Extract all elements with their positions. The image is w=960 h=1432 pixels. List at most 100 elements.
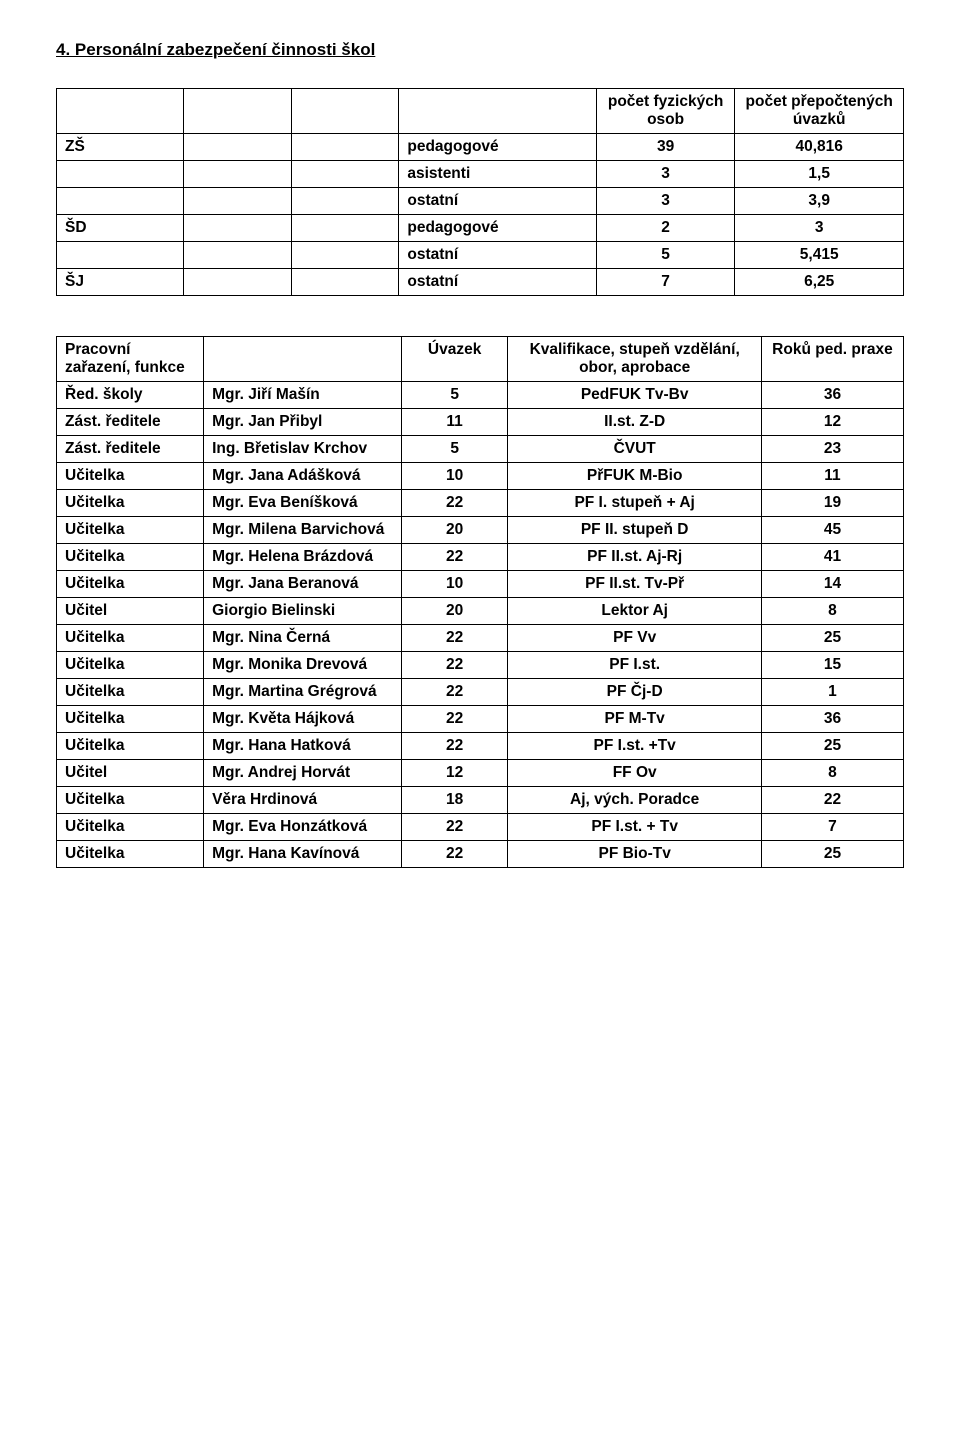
table-cell: pedagogové: [399, 134, 596, 161]
table-cell: Mgr. Andrej Horvát: [204, 760, 402, 787]
table-cell: Učitelka: [57, 787, 204, 814]
table-cell: [57, 188, 184, 215]
table-cell: Učitelka: [57, 679, 204, 706]
table-cell: [57, 161, 184, 188]
table-row: ŠDpedagogové23: [57, 215, 904, 242]
table-cell: Řed. školy: [57, 382, 204, 409]
table-cell: 1,5: [735, 161, 904, 188]
table-row: Zást. řediteleIng. Břetislav Krchov5ČVUT…: [57, 436, 904, 463]
table-cell: 12: [401, 760, 508, 787]
table-cell: Aj, vých. Poradce: [508, 787, 762, 814]
table-cell: 12: [761, 409, 903, 436]
header-workload: Úvazek: [401, 337, 508, 382]
table-cell: Zást. ředitele: [57, 409, 204, 436]
table-cell: ZŠ: [57, 134, 184, 161]
table-cell: 25: [761, 841, 903, 868]
table-row: Řed. školyMgr. Jiří Mašín5PedFUK Tv-Bv36: [57, 382, 904, 409]
table-cell: Učitelka: [57, 841, 204, 868]
table-cell: 5: [401, 436, 508, 463]
table-cell: 22: [401, 706, 508, 733]
table-cell: PF Vv: [508, 625, 762, 652]
table-cell: 1: [761, 679, 903, 706]
table-cell: [291, 269, 398, 296]
table-row: ostatní55,415: [57, 242, 904, 269]
table-cell: Učitel: [57, 598, 204, 625]
table-cell: Učitelka: [57, 814, 204, 841]
table-row: ŠJostatní76,25: [57, 269, 904, 296]
table-cell: 22: [401, 841, 508, 868]
table-cell: Ing. Břetislav Krchov: [204, 436, 402, 463]
table-cell: Lektor Aj: [508, 598, 762, 625]
table-cell: 5: [401, 382, 508, 409]
table-cell: 5: [596, 242, 735, 269]
table-cell: Mgr. Květa Hájková: [204, 706, 402, 733]
table-row: UčitelkaMgr. Helena Brázdová22PF II.st. …: [57, 544, 904, 571]
table-cell: Učitelka: [57, 517, 204, 544]
table-cell: Zást. ředitele: [57, 436, 204, 463]
table-cell: 23: [761, 436, 903, 463]
table-cell: Mgr. Eva Honzátková: [204, 814, 402, 841]
table-cell: ŠD: [57, 215, 184, 242]
table-cell: 7: [761, 814, 903, 841]
table-row: UčitelkaVěra Hrdinová18Aj, vých. Poradce…: [57, 787, 904, 814]
table-cell: PF II.st. Tv-Př: [508, 571, 762, 598]
table-cell: Učitelka: [57, 733, 204, 760]
table-cell: Mgr. Jana Adášková: [204, 463, 402, 490]
table-cell: Mgr. Hana Kavínová: [204, 841, 402, 868]
table-row: UčitelkaMgr. Milena Barvichová20PF II. s…: [57, 517, 904, 544]
table-cell: 8: [761, 598, 903, 625]
table-cell: 14: [761, 571, 903, 598]
table-row: UčitelMgr. Andrej Horvát12FF Ov8: [57, 760, 904, 787]
header-physical-count: počet fyzických osob: [596, 89, 735, 134]
staff-counts-table: počet fyzických osob počet přepočtených …: [56, 88, 904, 296]
table-cell: 3: [735, 215, 904, 242]
table-cell: Mgr. Eva Beníšková: [204, 490, 402, 517]
table-cell: 25: [761, 625, 903, 652]
table-row: UčitelkaMgr. Eva Beníšková22PF I. stupeň…: [57, 490, 904, 517]
table-cell: FF Ov: [508, 760, 762, 787]
table-cell: 40,816: [735, 134, 904, 161]
table-cell: 22: [401, 625, 508, 652]
section-heading: 4. Personální zabezpečení činnosti škol: [56, 40, 904, 60]
table-row: UčitelkaMgr. Eva Honzátková22PF I.st. + …: [57, 814, 904, 841]
table-cell: 10: [401, 571, 508, 598]
table-cell: 19: [761, 490, 903, 517]
table-cell: 5,415: [735, 242, 904, 269]
table-cell: Mgr. Martina Grégrová: [204, 679, 402, 706]
table-row: asistenti31,5: [57, 161, 904, 188]
table-cell: 11: [401, 409, 508, 436]
table-cell: [291, 161, 398, 188]
table-cell: PF I.st. +Tv: [508, 733, 762, 760]
table-cell: 22: [401, 652, 508, 679]
table-cell: 45: [761, 517, 903, 544]
table-cell: 8: [761, 760, 903, 787]
table-cell: PF II.st. Aj-Rj: [508, 544, 762, 571]
table-cell: 36: [761, 706, 903, 733]
table-cell: 6,25: [735, 269, 904, 296]
table-cell: 41: [761, 544, 903, 571]
table-cell: [57, 242, 184, 269]
table-row: UčitelkaMgr. Nina Černá22PF Vv25: [57, 625, 904, 652]
table-cell: PřFUK M-Bio: [508, 463, 762, 490]
table-cell: [291, 242, 398, 269]
header-years: Roků ped. praxe: [761, 337, 903, 382]
table-row: UčitelkaMgr. Hana Hatková22PF I.st. +Tv2…: [57, 733, 904, 760]
table-cell: Učitelka: [57, 490, 204, 517]
table-cell: 22: [401, 490, 508, 517]
table-row: ZŠpedagogové3940,816: [57, 134, 904, 161]
table-row: UčitelkaMgr. Květa Hájková22PF M-Tv36: [57, 706, 904, 733]
table-cell: asistenti: [399, 161, 596, 188]
table-cell: 25: [761, 733, 903, 760]
table-cell: 22: [401, 544, 508, 571]
table-cell: Giorgio Bielinski: [204, 598, 402, 625]
table-cell: 22: [401, 814, 508, 841]
table-cell: 20: [401, 517, 508, 544]
table-cell: 10: [401, 463, 508, 490]
table-header-row: Pracovní zařazení, funkce Úvazek Kvalifi…: [57, 337, 904, 382]
table-cell: Mgr. Jiří Mašín: [204, 382, 402, 409]
header-name-blank: [204, 337, 402, 382]
table-cell: PF Bio-Tv: [508, 841, 762, 868]
header-converted-count: počet přepočtených úvazků: [735, 89, 904, 134]
table-cell: [291, 134, 398, 161]
table-cell: [184, 242, 291, 269]
